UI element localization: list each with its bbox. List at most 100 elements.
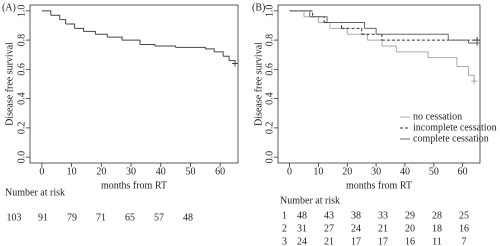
risk-count: 16 — [459, 223, 469, 234]
x-tick-label: 30 — [371, 166, 381, 177]
y-tick-label: 0.6 — [16, 63, 27, 76]
y-tick-label: 0.4 — [264, 92, 275, 105]
x-tick-label: 0 — [39, 166, 44, 177]
survival-step — [361, 33, 383, 41]
plot-frame — [277, 4, 481, 164]
survival-step — [364, 27, 377, 35]
x-tick-label: 10 — [67, 166, 77, 177]
y-tick-label: 0.8 — [264, 34, 275, 47]
panel-label: (A) — [2, 2, 16, 13]
survival-step — [448, 39, 469, 44]
survival-step — [456, 65, 469, 76]
x-tick-label: 20 — [342, 166, 352, 177]
x-tick-label: 30 — [126, 166, 136, 177]
x-tick-label: 60 — [215, 166, 225, 177]
x-tick-label: 50 — [185, 166, 195, 177]
risk-count: 48 — [183, 212, 193, 223]
risk-count: 91 — [38, 212, 48, 223]
risk-count: 24 — [297, 236, 307, 246]
survival-step — [347, 33, 368, 41]
survival-step — [175, 46, 206, 49]
risk-count: 24 — [351, 223, 361, 234]
risk-count: 38 — [351, 210, 361, 221]
risk-count: 79 — [67, 212, 77, 223]
survival-step — [107, 36, 123, 41]
risk-count: 28 — [432, 210, 442, 221]
survival-step — [381, 45, 397, 52]
survival-step — [303, 16, 319, 23]
risk-count: 71 — [96, 212, 106, 223]
survival-step — [122, 39, 141, 45]
y-tick-label: 0.2 — [16, 122, 27, 135]
survival-step — [65, 23, 76, 29]
x-tick-label: 10 — [313, 166, 323, 177]
risk-count: 27 — [324, 223, 334, 234]
censor-mark — [232, 60, 239, 67]
risk-row-label: 2 — [282, 223, 287, 234]
survival-step — [341, 27, 363, 35]
x-tick-label: 40 — [400, 166, 410, 177]
risk-row-label: 1 — [282, 210, 287, 221]
survival-step — [396, 51, 429, 58]
risk-table-title: Number at risk — [280, 195, 340, 206]
risk-count: 48 — [297, 210, 307, 221]
survival-step — [205, 48, 215, 52]
censor-mark — [474, 40, 481, 47]
risk-count: 29 — [405, 210, 415, 221]
y-tick-label: 0.0 — [16, 151, 27, 164]
survival-step — [95, 33, 108, 38]
legend-label: no cessation — [413, 111, 462, 122]
survival-step — [367, 39, 383, 46]
x-tick-label: 50 — [429, 166, 439, 177]
panel-label: (B) — [252, 2, 265, 13]
risk-count: 31 — [297, 223, 307, 234]
risk-count: 25 — [459, 210, 469, 221]
risk-count: 43 — [324, 210, 334, 221]
risk-count: 16 — [405, 236, 415, 246]
risk-count: 18 — [432, 223, 442, 234]
risk-count: 17 — [351, 236, 361, 246]
plot-frame — [29, 4, 239, 164]
survival-step — [74, 27, 84, 32]
x-tick-label: 20 — [96, 166, 106, 177]
x-tick-label: 60 — [458, 166, 468, 177]
survival-step — [289, 10, 314, 17]
risk-count: 33 — [378, 210, 388, 221]
y-tick-label: 0.6 — [264, 63, 275, 76]
survival-step — [318, 22, 331, 29]
risk-row-label: 3 — [282, 236, 287, 246]
y-tick-label: 0.0 — [264, 151, 275, 164]
risk-count: 57 — [154, 212, 164, 223]
y-tick-label: 1.0 — [264, 5, 275, 18]
risk-count: 17 — [378, 236, 388, 246]
censor-mark — [471, 78, 478, 85]
y-tick-label: 1.0 — [16, 5, 27, 18]
x-axis-label: months from RT — [101, 180, 167, 191]
survival-step — [376, 33, 449, 41]
survival-step — [289, 10, 305, 17]
survival-step — [324, 22, 342, 29]
survival-step — [428, 57, 458, 67]
risk-count: 103 — [7, 212, 22, 223]
risk-count: 20 — [405, 223, 415, 234]
y-axis-label: Disease free survival — [253, 42, 264, 126]
survival-step — [41, 10, 52, 16]
survival-step — [139, 44, 156, 46]
y-tick-label: 0.4 — [16, 92, 27, 105]
survival-step — [154, 45, 177, 48]
x-axis-label: months from RT — [346, 180, 412, 191]
y-tick-label: 0.8 — [16, 34, 27, 47]
survival-step — [50, 14, 61, 20]
risk-count: 11 — [432, 236, 442, 246]
y-axis-label: Disease free survival — [4, 42, 15, 126]
survival-step — [327, 22, 366, 29]
survival-step — [289, 10, 311, 17]
risk-count: 65 — [125, 212, 135, 223]
risk-count: 21 — [378, 223, 388, 234]
survival-step — [468, 74, 475, 82]
legend-label: complete cessation — [413, 133, 489, 144]
survival-step — [214, 51, 224, 57]
risk-table-title: Number at risk — [5, 187, 65, 198]
survival-step — [223, 55, 230, 61]
